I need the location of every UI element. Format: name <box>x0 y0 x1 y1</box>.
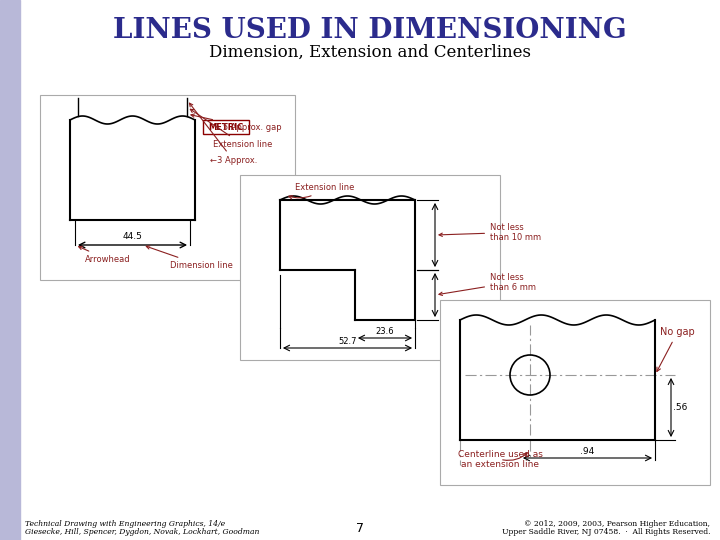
Text: Extension line: Extension line <box>289 183 354 199</box>
Text: Centerline used as
an extension line: Centerline used as an extension line <box>458 450 542 469</box>
Text: Technical Drawing with Engineering Graphics, 14/e: Technical Drawing with Engineering Graph… <box>25 520 225 528</box>
Text: 44.5: 44.5 <box>122 232 143 241</box>
Text: LINES USED IN DIMENSIONING: LINES USED IN DIMENSIONING <box>113 17 627 44</box>
Bar <box>40 95 295 280</box>
Text: 23.6: 23.6 <box>376 327 395 336</box>
Text: Extension line: Extension line <box>190 109 272 149</box>
Text: 1.5 Approx. gap: 1.5 Approx. gap <box>191 114 282 132</box>
Text: Arrowhead: Arrowhead <box>78 246 130 264</box>
Text: .94: .94 <box>580 447 595 456</box>
Text: Not less
than 10 mm: Not less than 10 mm <box>439 222 541 242</box>
Text: Dimension line: Dimension line <box>146 246 233 270</box>
Text: .56: .56 <box>673 403 688 412</box>
Text: © 2012, 2009, 2003, Pearson Higher Education,: © 2012, 2009, 2003, Pearson Higher Educa… <box>524 520 710 528</box>
Text: METRIC: METRIC <box>208 123 243 132</box>
Bar <box>0 0 20 540</box>
Text: 52.7: 52.7 <box>338 337 356 346</box>
Text: ←3 Approx.: ←3 Approx. <box>189 103 257 165</box>
Bar <box>203 120 249 134</box>
Text: 7: 7 <box>356 522 364 535</box>
Text: Upper Saddle River, NJ 07458.  ·  All Rights Reserved.: Upper Saddle River, NJ 07458. · All Righ… <box>502 528 710 536</box>
Bar <box>440 300 710 485</box>
Text: Dimension, Extension and Centerlines: Dimension, Extension and Centerlines <box>209 44 531 60</box>
Text: Giesecke, Hill, Spencer, Dygdon, Novak, Lockhart, Goodman: Giesecke, Hill, Spencer, Dygdon, Novak, … <box>25 528 259 536</box>
Bar <box>240 175 500 360</box>
Text: No gap: No gap <box>657 327 695 372</box>
Text: Not less
than 6 mm: Not less than 6 mm <box>439 273 536 295</box>
